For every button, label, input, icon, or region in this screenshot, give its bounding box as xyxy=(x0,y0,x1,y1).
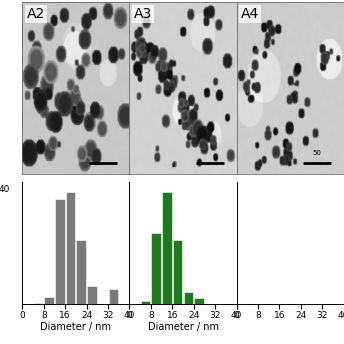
Bar xyxy=(151,234,161,304)
Bar xyxy=(76,240,86,304)
Bar xyxy=(141,301,150,304)
Bar xyxy=(173,240,182,304)
X-axis label: Diameter / nm: Diameter / nm xyxy=(148,322,218,332)
Text: A3: A3 xyxy=(134,7,152,21)
Bar xyxy=(109,289,118,304)
Text: 40: 40 xyxy=(0,185,10,194)
Bar xyxy=(194,298,204,304)
Bar xyxy=(55,199,65,304)
X-axis label: Diameter / nm: Diameter / nm xyxy=(40,322,111,332)
Bar xyxy=(44,297,54,304)
Bar xyxy=(87,286,97,304)
Text: A4: A4 xyxy=(241,7,259,21)
Bar xyxy=(34,303,43,304)
Text: A2: A2 xyxy=(26,7,45,21)
Bar xyxy=(184,291,193,304)
Bar xyxy=(66,192,75,304)
Bar xyxy=(162,192,172,304)
Text: 50: 50 xyxy=(312,150,321,157)
